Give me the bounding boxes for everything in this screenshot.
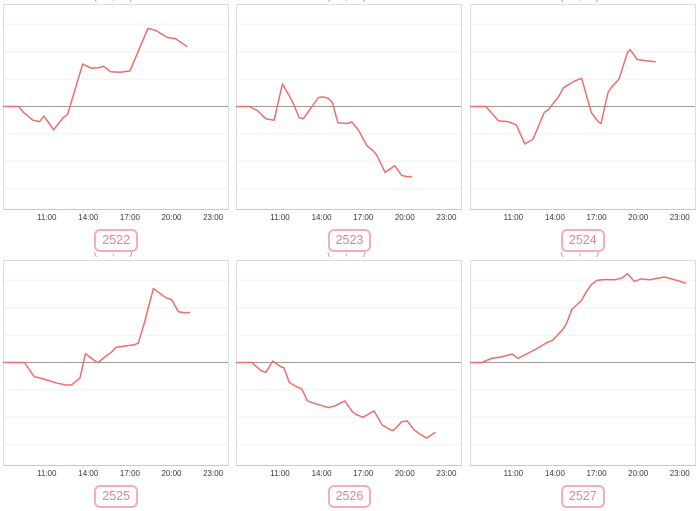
x-tick-label: 23:00 — [203, 469, 224, 478]
x-axis: 11:00 14:00 17:00 20:00 23:00 — [236, 468, 462, 480]
chart-title-text: ( , ) — [326, 252, 372, 258]
chart-tile-2527: ( , ) 11:00 14:00 17:00 20:00 23:00 2527 — [467, 252, 700, 511]
line-chart — [236, 4, 463, 210]
chart-title-clipped: ( , ) — [236, 0, 462, 4]
chart-tile-2526: ( , ) 11:00 14:00 17:00 20:00 23:00 2526 — [233, 252, 466, 511]
chart-id-badge[interactable]: 2525 — [94, 485, 139, 508]
chart-title-text: ( , ) — [560, 252, 606, 258]
x-tick-label: 14:00 — [544, 469, 565, 478]
plot-area — [3, 4, 229, 210]
plot-area — [469, 260, 696, 466]
x-tick-label: 11:00 — [270, 469, 290, 478]
line-chart — [3, 4, 229, 210]
x-tick-label: 11:00 — [36, 469, 57, 478]
x-tick-label: 17:00 — [586, 469, 607, 478]
x-tick-label: 11:00 — [503, 213, 524, 222]
plot-area — [236, 4, 463, 210]
chart-title-clipped: ( , ) — [3, 252, 229, 260]
x-tick-label: 20:00 — [161, 469, 182, 478]
chart-title-clipped: ( , ) — [470, 252, 696, 260]
chart-title-text: ( , ) — [236, 0, 462, 3]
x-tick-label: 20:00 — [161, 213, 182, 222]
plot-area — [469, 4, 696, 210]
x-axis: 11:00 14:00 17:00 20:00 23:00 — [3, 212, 229, 224]
chart-id-badge[interactable]: 2526 — [327, 485, 372, 508]
badge-row: 2525 — [3, 485, 229, 509]
chart-title-text: ( , ) — [470, 0, 696, 3]
x-axis: 11:00 14:00 17:00 20:00 23:00 — [470, 468, 696, 480]
chart-title-clipped: ( , ) — [470, 0, 696, 4]
x-tick-label: 17:00 — [119, 213, 140, 222]
chart-title-clipped: ( , ) — [3, 0, 229, 4]
line-chart — [236, 260, 463, 466]
x-tick-label: 20:00 — [628, 469, 649, 478]
line-chart — [469, 4, 696, 210]
chart-tile-2523: ( , ) 11:00 14:00 17:00 20:00 23:00 2523 — [233, 0, 466, 252]
x-tick-label: 23:00 — [203, 213, 224, 222]
chart-title-clipped: ( , ) — [236, 252, 462, 260]
x-tick-label: 11:00 — [270, 213, 290, 222]
x-tick-label: 14:00 — [311, 469, 332, 478]
x-tick-label: 23:00 — [436, 469, 457, 478]
chart-id-badge[interactable]: 2522 — [94, 229, 139, 252]
chart-id-badge[interactable]: 2523 — [327, 229, 372, 252]
x-tick-label: 20:00 — [394, 213, 415, 222]
x-tick-label: 20:00 — [394, 469, 415, 478]
x-tick-label: 17:00 — [586, 213, 607, 222]
chart-id-badge[interactable]: 2527 — [560, 485, 605, 508]
x-tick-label: 23:00 — [669, 469, 690, 478]
x-tick-label: 23:00 — [436, 213, 457, 222]
x-tick-label: 11:00 — [36, 213, 57, 222]
x-axis: 11:00 14:00 17:00 20:00 23:00 — [236, 212, 462, 224]
chart-title-text: ( , ) — [93, 252, 139, 258]
line-chart — [469, 260, 696, 466]
chart-tile-2524: ( , ) 11:00 14:00 17:00 20:00 23:00 2524 — [467, 0, 700, 252]
x-tick-label: 17:00 — [353, 469, 374, 478]
line-chart — [3, 260, 229, 466]
x-tick-label: 17:00 — [353, 213, 374, 222]
badge-row: 2524 — [470, 229, 696, 253]
x-tick-label: 17:00 — [119, 469, 140, 478]
x-axis: 11:00 14:00 17:00 20:00 23:00 — [470, 212, 696, 224]
chart-tile-2525: ( , ) 11:00 14:00 17:00 20:00 23:00 2525 — [0, 252, 233, 511]
x-tick-label: 20:00 — [628, 213, 649, 222]
chart-tile-2522: ( , ) 11:00 14:00 17:00 20:00 23:00 2522 — [0, 0, 233, 252]
x-tick-label: 23:00 — [669, 213, 690, 222]
x-tick-label: 14:00 — [544, 213, 565, 222]
plot-area — [236, 260, 463, 466]
x-axis: 11:00 14:00 17:00 20:00 23:00 — [3, 468, 229, 480]
chart-title-text: ( , ) — [3, 0, 229, 3]
x-tick-label: 14:00 — [311, 213, 332, 222]
chart-id-badge[interactable]: 2524 — [560, 229, 605, 252]
badge-row: 2523 — [236, 229, 462, 253]
badge-row: 2527 — [470, 485, 696, 509]
x-tick-label: 14:00 — [78, 469, 99, 478]
x-tick-label: 14:00 — [78, 213, 99, 222]
badge-row: 2522 — [3, 229, 229, 253]
plot-area — [3, 260, 229, 466]
x-tick-label: 11:00 — [503, 469, 524, 478]
badge-row: 2526 — [236, 485, 462, 509]
